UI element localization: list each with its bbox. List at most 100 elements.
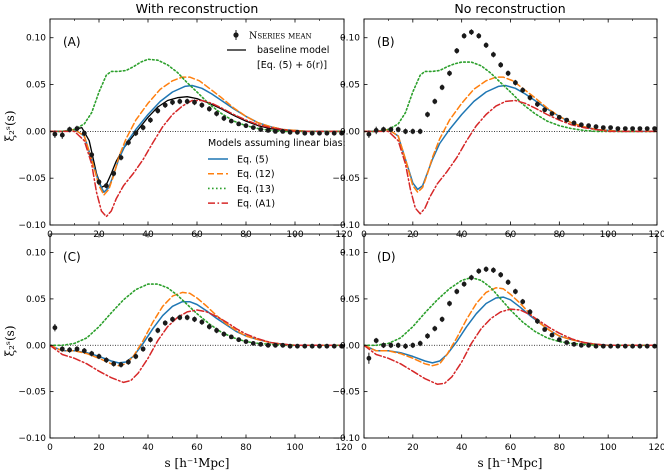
data-point [177, 315, 183, 320]
data-point [170, 316, 175, 322]
axes-frame [363, 18, 658, 226]
data-point [236, 337, 242, 343]
data-point [273, 342, 278, 348]
data-point [324, 130, 330, 136]
data-point [615, 126, 621, 131]
data-point [206, 324, 212, 330]
data-point [250, 125, 256, 130]
y-tick-label: −0.05 [18, 388, 46, 398]
series-eq5 [50, 300, 344, 364]
data-point [395, 127, 401, 132]
data-point [295, 129, 300, 135]
plot-area [50, 58, 344, 218]
data-point [243, 123, 249, 129]
data-point [556, 114, 562, 120]
data-point [118, 362, 124, 368]
data-point [527, 95, 533, 101]
data-point [228, 118, 234, 124]
data-point [221, 331, 227, 337]
y-tick-label: 0.10 [26, 249, 46, 259]
legend-label-baseline: baseline model [257, 45, 329, 56]
data-point [637, 126, 643, 131]
legend-label-eq12: Eq. (12) [237, 169, 275, 180]
data-point [491, 52, 496, 57]
data-point [140, 125, 146, 130]
data-point [199, 102, 205, 108]
series-eq12 [364, 76, 657, 193]
data-point [96, 179, 102, 185]
x-tick-label: 80 [240, 443, 252, 453]
data-point [578, 122, 584, 128]
x-tick-label: 60 [505, 443, 517, 453]
data-point [410, 129, 416, 134]
data-point [571, 120, 577, 126]
data-point [388, 127, 394, 132]
panel-d: 0 20 40 60 80 100 120−0.10−0.050.000.050.10 (D) [332, 233, 664, 453]
data-point [74, 346, 80, 352]
data-point [615, 343, 621, 349]
series-eq13 [364, 276, 657, 347]
y-tick-label: −0.10 [332, 434, 360, 444]
data-point [549, 111, 555, 116]
data-point [395, 342, 401, 348]
data-point [373, 127, 379, 133]
data-point [89, 152, 95, 158]
data-point [476, 33, 482, 39]
y-tick-label: −0.05 [18, 174, 46, 184]
series-eqA1 [50, 309, 344, 384]
series-eqA1 [364, 99, 657, 215]
data-point [600, 125, 606, 130]
data-point [608, 343, 613, 349]
data-point [527, 309, 533, 315]
data-point [381, 342, 386, 348]
data-point [265, 127, 271, 133]
data-point [81, 348, 87, 354]
data-point [498, 62, 504, 68]
data-point [287, 343, 293, 349]
data-point [111, 361, 117, 367]
data-point [184, 315, 190, 320]
data-point [549, 332, 555, 338]
data-point [564, 117, 570, 123]
y-tick-label: −0.10 [332, 221, 360, 231]
x-tick-label: 100 [286, 443, 303, 453]
data-point [556, 337, 562, 343]
data-point [578, 342, 584, 348]
data-point [593, 343, 599, 349]
x-tick-label: 80 [554, 443, 566, 453]
data-point [59, 346, 65, 352]
data-point [309, 343, 315, 349]
data-point [432, 99, 438, 104]
legend-label-eq13: Eq. (13) [237, 184, 275, 195]
data-point [520, 299, 526, 305]
data-point [476, 268, 482, 274]
x-tick-label: 20 [407, 443, 419, 453]
data-point [228, 334, 234, 340]
data-point [258, 127, 264, 132]
y-axis-label-top: ξ₂ˢ(s) [3, 111, 17, 142]
data-point [542, 327, 548, 332]
data-point [59, 132, 65, 138]
data-point [89, 351, 95, 356]
y-tick-label: −0.10 [18, 434, 46, 444]
data-point [214, 111, 220, 116]
data-point [206, 106, 212, 112]
data-point [324, 343, 330, 349]
data-point [461, 281, 467, 287]
data-point [586, 123, 591, 129]
data-point [425, 333, 430, 339]
x-tick-label: 0 [361, 443, 367, 453]
data-point [81, 130, 87, 136]
data-point [221, 115, 227, 121]
y-tick-label: 0.00 [340, 341, 360, 351]
legend-marker-point [233, 32, 239, 38]
data-point [111, 171, 117, 176]
data-point [608, 125, 613, 130]
data-point [513, 80, 518, 86]
data-point [52, 131, 58, 137]
axes-frame [49, 233, 345, 439]
data-point [600, 343, 606, 349]
x-tick-label: 40 [142, 443, 154, 453]
legend: Nseries mean baseline model [Eq. (5) + δ(r… [208, 30, 346, 210]
y-tick-label: 0.10 [26, 34, 46, 44]
